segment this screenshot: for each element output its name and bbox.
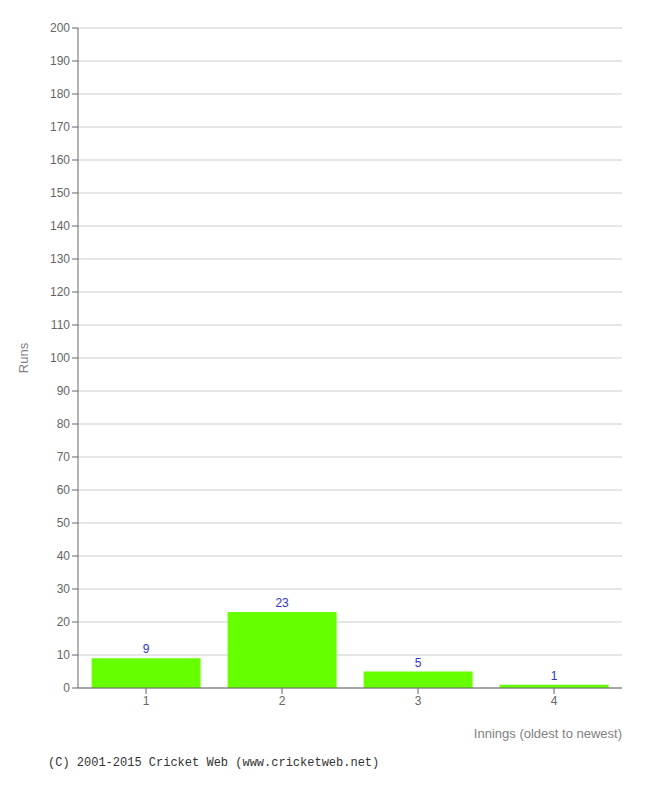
svg-text:120: 120 [50, 285, 70, 299]
svg-text:180: 180 [50, 87, 70, 101]
svg-text:100: 100 [50, 351, 70, 365]
svg-text:150: 150 [50, 186, 70, 200]
svg-text:23: 23 [275, 596, 289, 610]
svg-text:140: 140 [50, 219, 70, 233]
svg-text:80: 80 [57, 417, 71, 431]
svg-text:190: 190 [50, 54, 70, 68]
svg-text:10: 10 [57, 648, 71, 662]
svg-text:90: 90 [57, 384, 71, 398]
html-text:(C) 2001-2015 Cricket Web (www: (C) 2001-2015 Cricket Web (www.cricketwe… [48, 756, 380, 770]
svg-text:Runs: Runs [16, 342, 31, 373]
svg-text:9: 9 [143, 642, 150, 656]
svg-text:130: 130 [50, 252, 70, 266]
svg-text:70: 70 [57, 450, 71, 464]
svg-text:20: 20 [57, 615, 71, 629]
svg-text:3: 3 [415, 694, 422, 708]
svg-text:170: 170 [50, 120, 70, 134]
svg-text:160: 160 [50, 153, 70, 167]
svg-text:200: 200 [50, 21, 70, 35]
svg-text:0: 0 [63, 681, 70, 695]
svg-text:5: 5 [415, 656, 422, 670]
svg-text:110: 110 [51, 318, 70, 332]
svg-text:4: 4 [551, 694, 558, 708]
svg-text:1: 1 [143, 694, 150, 708]
svg-text:40: 40 [57, 549, 71, 563]
svg-text:Innings (oldest to newest): Innings (oldest to newest) [474, 726, 622, 741]
svg-text:50: 50 [57, 516, 71, 530]
svg-text:60: 60 [57, 483, 71, 497]
svg-text:30: 30 [57, 582, 71, 596]
svg-text:2: 2 [279, 694, 286, 708]
svg-text:1: 1 [551, 669, 558, 683]
